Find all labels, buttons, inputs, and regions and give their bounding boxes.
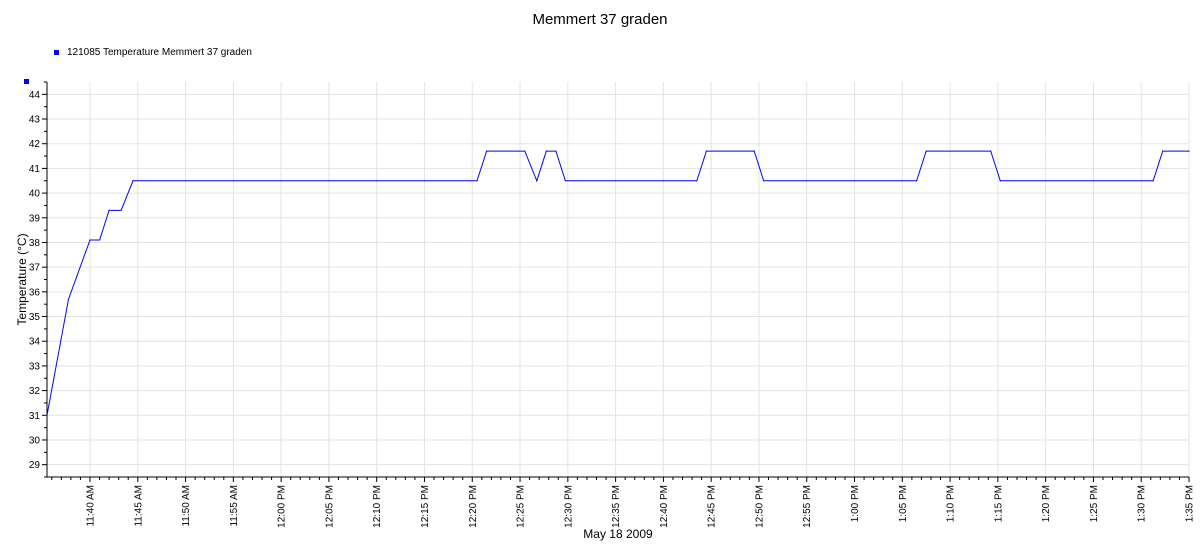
x-tick-label: 12:45 PM: [707, 485, 718, 528]
data-point: [476, 180, 478, 182]
data-point: [564, 180, 567, 182]
x-axis-label: May 18 2009: [583, 527, 653, 541]
y-tick-label: 38: [29, 238, 41, 249]
chart-title: Memmert 37 graden: [532, 11, 668, 28]
x-tick-label: 12:10 PM: [372, 485, 383, 528]
data-point: [1162, 150, 1164, 152]
data-point: [696, 180, 698, 182]
series-line: [46, 150, 1189, 416]
x-tick-label: 12:05 PM: [324, 485, 335, 528]
y-tick-label: 34: [29, 337, 41, 348]
y-tick-label: 42: [29, 139, 41, 150]
x-tick-label: 1:35 PM: [1185, 485, 1196, 522]
data-point: [1152, 180, 1154, 182]
data-point: [705, 150, 707, 152]
data-point: [555, 150, 557, 152]
y-tick-labels: 29 30 31 32 33 34 35 36 37 38 39 40 41 42 43 44: [29, 90, 41, 471]
x-tick-label: 11:40 AM: [86, 485, 97, 527]
x-tick-label: 12:50 PM: [754, 485, 765, 528]
y-tick-label: 30: [29, 435, 41, 446]
y-tick-label: 39: [29, 213, 41, 224]
data-point: [67, 298, 70, 300]
y-tick-label: 32: [29, 386, 41, 397]
data-point: [108, 209, 110, 211]
series-layer: [46, 150, 1190, 416]
y-tick-label: 36: [29, 287, 41, 298]
y-tick-label: 41: [29, 164, 41, 175]
data-point: [46, 414, 48, 416]
x-tick-label: 12:25 PM: [516, 485, 527, 528]
x-tick-label: 1:05 PM: [898, 485, 909, 522]
y-tick-label: 31: [29, 411, 41, 422]
data-point: [763, 180, 765, 182]
legend-marker-corner: [24, 79, 29, 84]
y-tick-label: 43: [29, 115, 41, 126]
data-point: [753, 150, 755, 152]
x-tick-label: 12:55 PM: [802, 485, 813, 528]
data-point: [1188, 150, 1190, 152]
x-tick-label: 1:25 PM: [1089, 485, 1100, 522]
data-point: [89, 239, 91, 241]
x-tick-label: 12:00 PM: [277, 485, 288, 528]
x-tick-label: 1:10 PM: [946, 485, 957, 522]
x-tick-label: 12:15 PM: [420, 485, 431, 528]
y-tick-label: 35: [29, 312, 41, 323]
x-tick-label: 1:30 PM: [1137, 485, 1148, 522]
data-point: [132, 180, 134, 182]
data-point: [990, 150, 992, 152]
data-point: [545, 150, 547, 152]
grid: [47, 82, 1190, 477]
y-tick-label: 37: [29, 263, 41, 274]
legend-swatch: [54, 50, 59, 55]
data-point: [536, 180, 538, 182]
x-tick-label: 12:40 PM: [659, 485, 670, 528]
x-tick-label: 11:50 AM: [181, 485, 192, 527]
x-tick-label: 12:20 PM: [468, 485, 479, 528]
data-point: [916, 180, 918, 182]
x-tick-label: 1:15 PM: [993, 485, 1004, 522]
x-tick-label: 12:35 PM: [611, 485, 622, 528]
data-point: [120, 209, 122, 211]
data-point: [485, 150, 488, 152]
legend-label: 121085 Temperature Memmert 37 graden: [67, 47, 252, 58]
data-point: [999, 180, 1001, 182]
y-tick-label: 40: [29, 189, 41, 200]
data-point: [98, 239, 101, 241]
x-tick-label: 1:00 PM: [850, 485, 861, 522]
data-point: [524, 150, 526, 152]
y-tick-label: 33: [29, 361, 41, 372]
x-tick-label: 11:45 AM: [133, 485, 144, 527]
y-tick-label: 44: [29, 90, 41, 101]
x-tick-labels: 11:40 AM 11:45 AM 11:50 AM 11:55 AM 12:00 PM…: [86, 485, 1196, 528]
y-axis-label: Temperature (°C): [15, 233, 29, 325]
x-tick-label: 1:20 PM: [1041, 485, 1052, 522]
x-tick-label: 11:55 AM: [229, 485, 240, 527]
data-point: [925, 150, 927, 152]
axes: [42, 81, 1190, 482]
legend: 121085 Temperature Memmert 37 graden: [54, 47, 252, 58]
y-tick-label: 29: [29, 460, 41, 471]
x-tick-label: 12:30 PM: [563, 485, 574, 528]
